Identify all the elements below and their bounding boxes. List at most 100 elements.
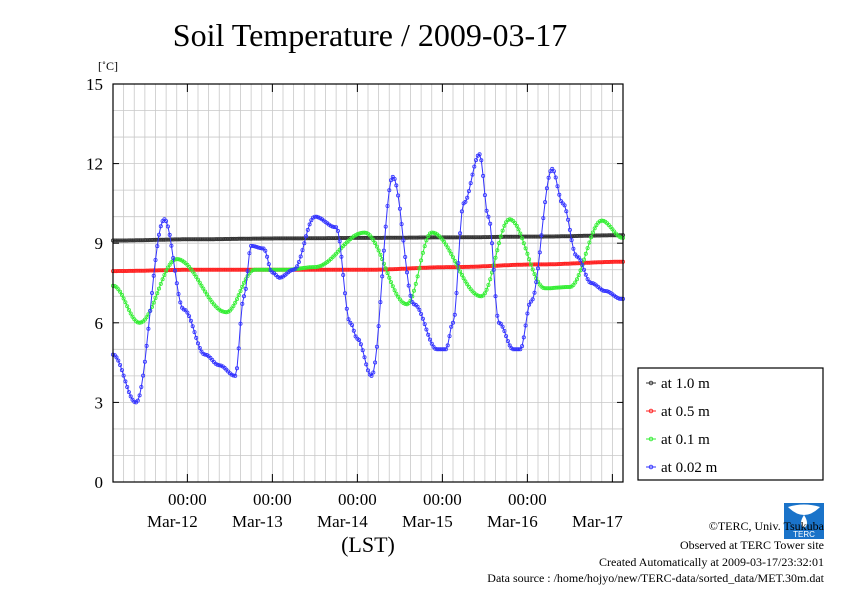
data-point: [199, 237, 204, 242]
data-point: [369, 373, 374, 378]
data-point: [357, 338, 362, 343]
data-point: [165, 265, 170, 270]
data-point: [236, 293, 241, 298]
data-point: [362, 355, 367, 360]
data-point: [484, 208, 489, 213]
data-point: [583, 272, 588, 277]
data-point: [513, 221, 518, 226]
data-point: [569, 238, 574, 243]
data-point: [523, 323, 528, 328]
data-point: [144, 315, 149, 320]
data-point: [599, 218, 604, 223]
data-point: [250, 243, 255, 248]
data-point: [190, 324, 195, 329]
data-point: [330, 224, 335, 229]
data-point: [553, 285, 558, 290]
data-point: [413, 281, 418, 286]
data-point: [240, 284, 245, 289]
data-point: [387, 275, 392, 280]
series-line: [112, 153, 623, 403]
data-point: [118, 289, 123, 294]
data-point: [371, 370, 376, 375]
data-point: [303, 234, 308, 239]
data-point: [195, 341, 200, 346]
data-point: [137, 393, 142, 398]
data-point: [213, 267, 218, 272]
data-point: [514, 223, 519, 228]
legend-swatch-marker: [648, 464, 654, 470]
data-point: [594, 260, 599, 265]
data-point: [394, 267, 399, 272]
data-point: [489, 241, 494, 246]
data-point: [559, 285, 564, 290]
data-point: [266, 262, 271, 267]
data-point: [231, 303, 236, 308]
data-point: [454, 290, 459, 295]
data-point: [521, 335, 526, 340]
data-point: [516, 227, 521, 232]
data-point: [491, 234, 496, 239]
data-point: [426, 265, 431, 270]
data-point: [417, 266, 422, 271]
data-point: [146, 238, 151, 243]
data-point: [592, 226, 597, 231]
data-point: [243, 286, 248, 291]
x-tick-time-label: 00:00: [253, 490, 292, 509]
logo-drop-icon: [801, 515, 807, 528]
data-point: [314, 214, 319, 219]
data-point: [218, 237, 223, 242]
data-point: [521, 262, 526, 267]
data-point: [502, 328, 507, 333]
data-point: [447, 248, 452, 253]
data-point: [164, 269, 169, 274]
data-point: [413, 266, 418, 271]
data-point: [156, 237, 161, 242]
data-point: [468, 264, 473, 269]
data-point: [133, 268, 138, 273]
data-point: [585, 277, 590, 282]
data-point: [125, 304, 130, 309]
series-layer: [111, 152, 626, 405]
data-point: [218, 267, 223, 272]
data-point: [383, 224, 388, 229]
data-point: [298, 236, 303, 241]
data-point: [486, 282, 491, 287]
legend-label: at 0.5 m: [661, 404, 710, 420]
data-point: [479, 264, 484, 269]
data-point: [360, 348, 365, 353]
data-point: [238, 321, 243, 326]
data-point: [201, 286, 206, 291]
data-point: [119, 368, 124, 373]
data-point: [463, 199, 468, 204]
data-point: [511, 262, 516, 267]
data-point: [185, 310, 190, 315]
data-point: [396, 294, 401, 299]
data-point: [601, 260, 606, 265]
data-point: [420, 316, 425, 321]
data-point: [197, 280, 202, 285]
data-point: [551, 234, 556, 239]
data-point: [155, 291, 160, 296]
data-point: [172, 268, 177, 273]
data-point: [238, 288, 243, 293]
data-point: [431, 265, 436, 270]
data-point: [339, 254, 344, 259]
data-point: [436, 265, 441, 270]
data-point: [534, 280, 539, 285]
data-point: [555, 184, 560, 189]
data-point: [144, 238, 149, 243]
data-point: [551, 169, 556, 174]
data-point: [116, 287, 121, 292]
data-point: [153, 257, 158, 262]
data-point: [543, 200, 548, 205]
data-point: [562, 203, 567, 208]
data-point: [500, 324, 505, 329]
data-point: [312, 214, 317, 219]
data-point: [241, 236, 246, 241]
data-point: [551, 262, 556, 267]
x-tick-date-label: Mar-17: [572, 512, 623, 531]
data-point: [541, 216, 546, 221]
data-point: [481, 173, 486, 178]
data-point: [114, 269, 119, 274]
legend-label: at 0.02 m: [661, 460, 718, 476]
